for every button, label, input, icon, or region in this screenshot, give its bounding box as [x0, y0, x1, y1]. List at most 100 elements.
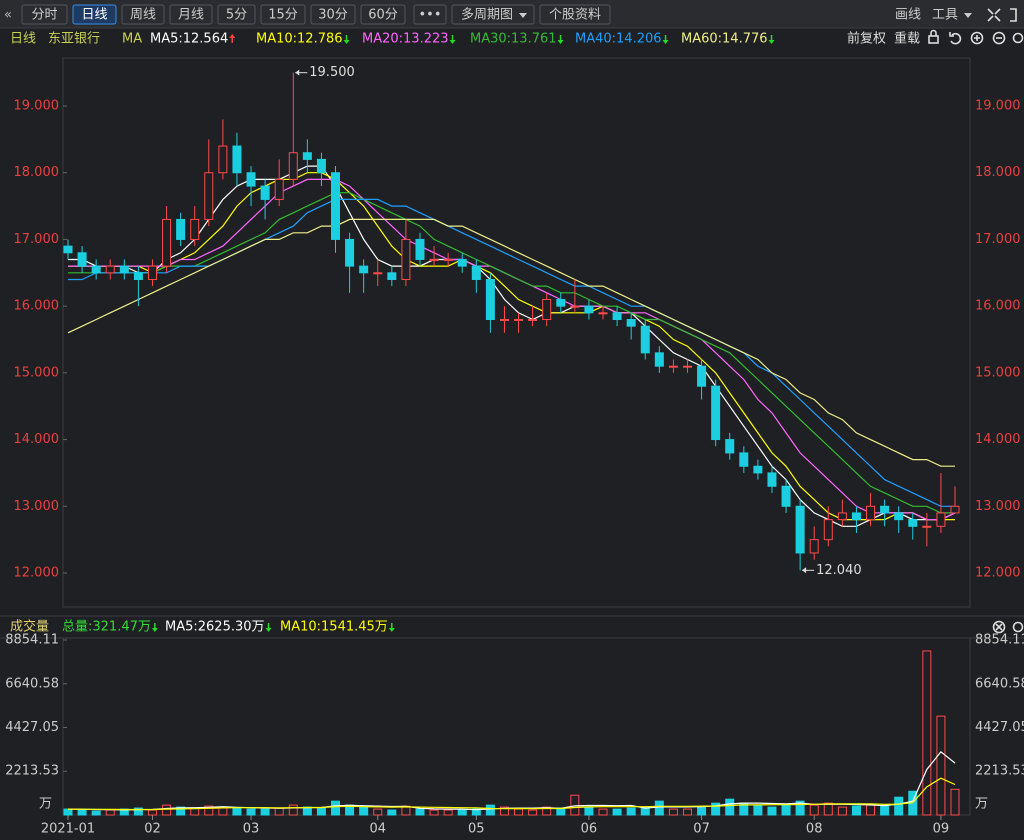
volume-bar: [767, 806, 777, 816]
candle-body: [725, 439, 735, 454]
zoom-in-icon[interactable]: [970, 31, 984, 45]
candle-body: [499, 318, 509, 321]
annotation-arrow: [802, 567, 807, 574]
tab-label: 30分: [318, 8, 348, 23]
tab-button[interactable]: [72, 4, 117, 25]
volume-bar: [457, 809, 467, 816]
volume-bar: [668, 808, 678, 816]
volume-frame: [62, 637, 971, 816]
candle-body: [528, 318, 538, 321]
x-tick-label: 04: [369, 822, 386, 837]
tab-button[interactable]: [310, 4, 356, 25]
candle-body: [218, 145, 228, 174]
candle-body: [246, 172, 256, 187]
candle-body: [936, 512, 946, 527]
candle-body: [429, 258, 439, 261]
x-tick-label: 02: [144, 822, 161, 837]
y-unit-right: 万: [975, 797, 988, 812]
candle-body: [556, 298, 566, 307]
volume-bar: [950, 788, 960, 816]
tab-button[interactable]: [539, 4, 611, 25]
zoom-out-icon[interactable]: [992, 31, 1006, 45]
volume-bar: [795, 800, 805, 816]
lock-icon[interactable]: [928, 35, 939, 44]
action-button[interactable]: 重载: [894, 31, 920, 47]
tab-label: 分时: [31, 8, 57, 23]
tab-label: 60分: [368, 8, 398, 23]
candle-body: [668, 365, 678, 368]
y-tick-label: 15.000: [14, 365, 60, 380]
panel-icons: [928, 8, 1024, 634]
tool-button[interactable]: 工具: [932, 8, 958, 23]
window-icon[interactable]: [1010, 8, 1017, 22]
back-button[interactable]: «: [4, 8, 12, 23]
candle-body: [697, 365, 707, 387]
settings-icon[interactable]: [1012, 32, 1024, 44]
volume-bar: [922, 650, 932, 816]
ma-line: [68, 172, 955, 521]
settings-icon[interactable]: [1012, 621, 1024, 633]
tab-button[interactable]: [217, 4, 256, 25]
close-icon[interactable]: [992, 620, 1006, 634]
tab-button[interactable]: [21, 4, 68, 25]
tab-label: 5分: [226, 8, 247, 23]
volume-bar: [485, 804, 495, 816]
ma-line: [68, 165, 956, 527]
tab-button[interactable]: [413, 4, 447, 25]
trend-arrow: [229, 34, 236, 38]
volume-bar: [105, 809, 115, 816]
candle-body: [471, 265, 481, 280]
candle-body: [147, 265, 157, 280]
volume-bar: [612, 808, 622, 816]
y-tick-label-right: 8854.11: [975, 633, 1024, 648]
volume-bar: [753, 804, 763, 816]
y-tick-label: 2213.53: [5, 764, 59, 779]
y-tick-label: 8854.11: [5, 633, 59, 648]
volume-bar: [570, 794, 580, 816]
candle-body: [626, 318, 636, 327]
candle-body: [922, 525, 932, 528]
volume-bar: [387, 809, 397, 816]
dropdown-caret: [519, 13, 527, 18]
volume-total: 总量:321.47万: [62, 620, 151, 635]
volume-bar: [584, 806, 594, 816]
candle-body: [443, 258, 453, 261]
volume-bar: [246, 808, 256, 816]
candle-body: [908, 519, 918, 527]
annotation-label: 12.040: [816, 563, 862, 578]
tool-button[interactable]: 画线: [895, 8, 921, 23]
candle-body: [176, 218, 186, 240]
tab-label: 月线: [178, 8, 204, 23]
lock-icon: [930, 29, 937, 36]
action-button[interactable]: 前复权: [847, 31, 886, 47]
annotation-label: 19.500: [309, 65, 355, 80]
tab-button[interactable]: [360, 4, 406, 25]
tab-label: 日线: [81, 8, 107, 23]
undo-icon[interactable]: [949, 32, 962, 45]
y-tick-label-right: 4427.05: [975, 720, 1024, 735]
tab-label: 周线: [130, 8, 156, 23]
y-tick-label-right: 6640.58: [975, 676, 1024, 691]
volume-bar: [697, 806, 707, 816]
trend-arrow: [343, 40, 350, 44]
volume-bar: [556, 807, 566, 816]
candle-body: [711, 385, 721, 441]
tab-button[interactable]: [169, 4, 213, 25]
candle-body: [302, 152, 312, 160]
tab-button[interactable]: [260, 4, 306, 25]
tab-button[interactable]: [121, 4, 165, 25]
volume-bar: [837, 806, 847, 816]
legend-entry: MA60:14.776: [681, 32, 768, 47]
price-frame: [62, 57, 971, 608]
y-tick-label-right: 16.000: [975, 299, 1021, 314]
candle-body: [401, 238, 411, 280]
volume-bar: [147, 809, 157, 816]
trend-arrow: [151, 628, 158, 632]
volume-bar: [162, 804, 172, 816]
fullscreen-icon[interactable]: [987, 8, 1001, 22]
volume-bar: [176, 806, 186, 816]
trend-arrow: [557, 40, 564, 44]
tab-button[interactable]: [451, 4, 535, 25]
y-tick-label: 13.000: [14, 499, 60, 514]
